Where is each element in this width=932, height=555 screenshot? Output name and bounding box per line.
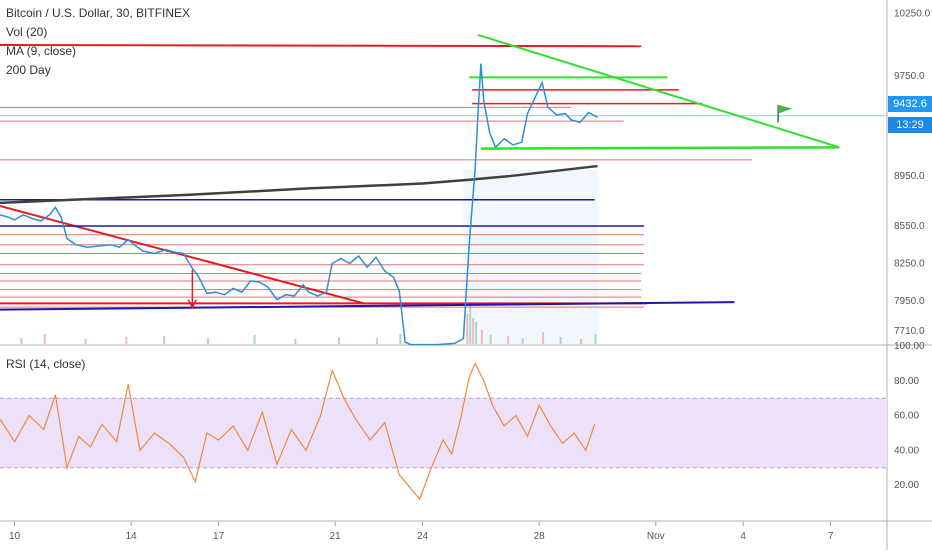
rsi-axis-tick: 20.00 [894, 480, 919, 491]
ma-200-line [0, 164, 598, 205]
green-trendline [477, 34, 840, 149]
blue-trend-line [0, 301, 735, 311]
price-axis-tick: 7710.0 [894, 326, 925, 337]
price-axis-tick: 8950.0 [894, 171, 925, 182]
volume-bar [84, 339, 87, 344]
rsi-axis-tick: 80.00 [894, 376, 919, 387]
volume-bar [475, 322, 478, 344]
rsi-title[interactable]: RSI (14, close) [6, 357, 86, 371]
price-axis-tick: 8550.0 [894, 221, 925, 232]
x-axis-tick: 21 [330, 531, 342, 542]
x-axis-tick: 10 [9, 531, 21, 542]
price-axis-tick: 10250.0 [894, 9, 931, 20]
volume-bar [43, 334, 46, 344]
volume-bar [338, 337, 341, 344]
resistance-line [0, 43, 642, 48]
volume-bar [579, 339, 582, 344]
volume-bar [489, 335, 492, 344]
downtrend-line [0, 205, 365, 305]
green-support-line [480, 146, 840, 150]
x-axis-tick: 4 [740, 531, 746, 542]
volume-bar [559, 337, 562, 344]
volume-bar [469, 302, 472, 344]
flag-icon [778, 104, 793, 114]
volume-bar [542, 332, 545, 344]
volume-bar [480, 330, 483, 344]
study-200day[interactable]: 200 Day [6, 63, 51, 77]
rsi-axis-tick: 60.00 [894, 411, 919, 422]
x-axis-tick: 14 [126, 531, 138, 542]
study-vol[interactable]: Vol (20) [6, 25, 48, 39]
volume-bar [163, 336, 166, 344]
volume-bar [125, 337, 128, 344]
rsi-axis-tick: 40.00 [894, 445, 919, 456]
rsi-axis-tick: 100.00 [894, 341, 925, 352]
rsi-line [0, 361, 596, 501]
volume-bar [594, 334, 597, 344]
volume-bar [206, 338, 209, 344]
volume-bar [253, 335, 256, 344]
volume-bar [507, 336, 510, 344]
x-axis-tick: 17 [213, 531, 225, 542]
rsi-band [0, 398, 887, 468]
bar-countdown: 13:29 [888, 117, 932, 133]
arrow-head [187, 299, 198, 309]
volume-bar [521, 338, 524, 344]
price-line [0, 63, 598, 346]
volume-shade [463, 169, 598, 344]
x-axis-tick: Nov [647, 531, 665, 542]
volume-bar [466, 314, 469, 344]
price-axis-tick: 8250.0 [894, 258, 925, 269]
volume-bar [294, 339, 297, 344]
volume-bar [20, 338, 23, 344]
last-price-tag: 9432.6 [888, 96, 932, 112]
study-ma[interactable]: MA (9, close) [6, 44, 77, 58]
volume-bar [399, 334, 402, 344]
price-axis-tick: 9750.0 [894, 71, 925, 82]
price-axis-tick: 7950.0 [894, 296, 925, 307]
volume-bar [472, 318, 475, 344]
chart-title: Bitcoin / U.S. Dollar, 30, BITFINEX [6, 6, 191, 20]
x-axis-tick: 7 [828, 531, 834, 542]
volume-bar [375, 338, 378, 344]
x-axis-tick: 28 [534, 531, 546, 542]
x-axis-tick: 24 [417, 531, 429, 542]
